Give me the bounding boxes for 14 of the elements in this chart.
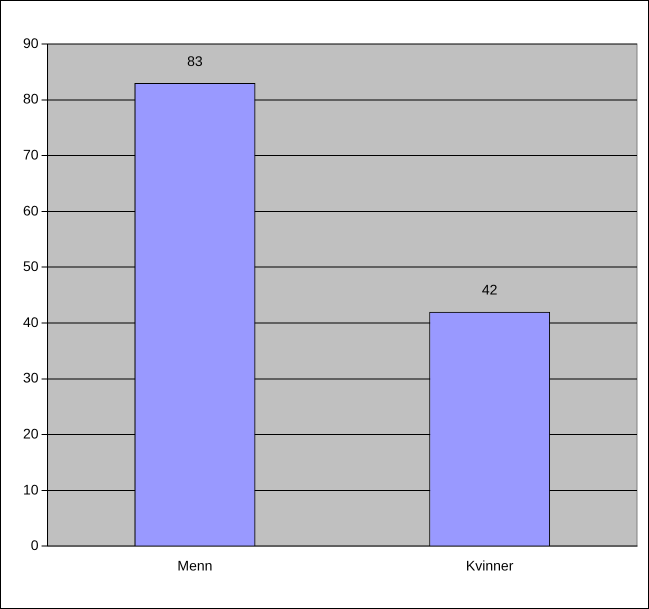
y-tick-label: 60 xyxy=(22,202,39,218)
y-tick-label: 50 xyxy=(22,258,39,274)
y-tick-label: 10 xyxy=(22,481,39,498)
y-tick-label: 20 xyxy=(22,425,39,442)
data-label: 83 xyxy=(187,52,203,69)
data-label: 42 xyxy=(482,282,498,298)
y-tick-label: 40 xyxy=(22,314,39,330)
y-tick-label: 80 xyxy=(22,90,39,107)
x-tick-label: Menn xyxy=(177,557,212,574)
y-tick-label: 30 xyxy=(22,370,39,386)
y-tick-label: 70 xyxy=(22,146,39,162)
x-tick-label: Kvinner xyxy=(466,557,514,574)
y-tick-label: 90 xyxy=(22,34,39,51)
y-tick-label: 0 xyxy=(30,537,39,554)
